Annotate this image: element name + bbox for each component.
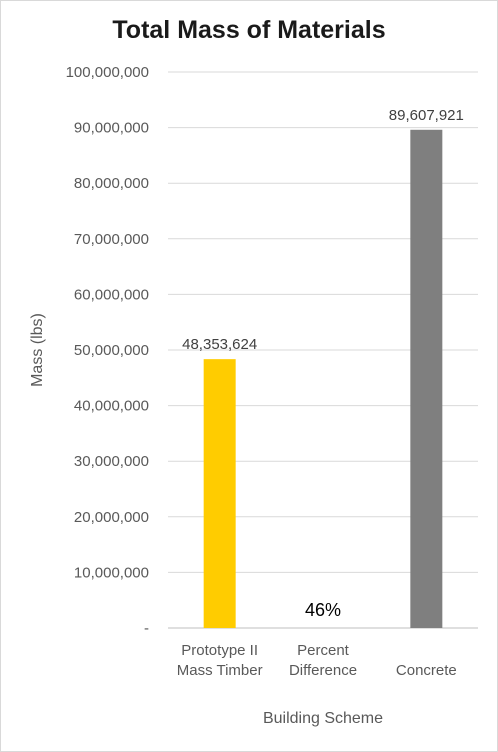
percent-difference-label: 46% — [305, 600, 341, 620]
y-tick-label: 10,000,000 — [74, 564, 149, 581]
y-tick-label: 30,000,000 — [74, 453, 149, 470]
y-tick-label: - — [144, 620, 149, 637]
y-tick-label: 40,000,000 — [74, 398, 149, 415]
x-tick-label: Difference — [289, 662, 357, 679]
data-label: 48,353,624 — [182, 336, 257, 353]
x-tick-label: Concrete — [396, 662, 457, 679]
y-tick-label: 100,000,000 — [66, 64, 149, 81]
y-tick-label: 80,000,000 — [74, 175, 149, 192]
bar — [410, 129, 443, 628]
y-tick-label: 20,000,000 — [74, 509, 149, 526]
y-tick-label: 90,000,000 — [74, 120, 149, 137]
chart-title: Total Mass of Materials — [112, 16, 386, 44]
y-tick-label: 70,000,000 — [74, 231, 149, 248]
y-tick-label: 50,000,000 — [74, 342, 149, 359]
y-axis-label: Mass (lbs) — [29, 313, 46, 387]
data-label: 89,607,921 — [389, 107, 464, 124]
x-tick-label: Percent — [297, 642, 350, 659]
x-tick-label: Mass Timber — [177, 662, 263, 679]
x-axis-label: Building Scheme — [263, 710, 383, 727]
x-tick-label: Prototype II — [181, 642, 258, 659]
y-tick-label: 60,000,000 — [74, 286, 149, 303]
bar — [203, 359, 236, 628]
